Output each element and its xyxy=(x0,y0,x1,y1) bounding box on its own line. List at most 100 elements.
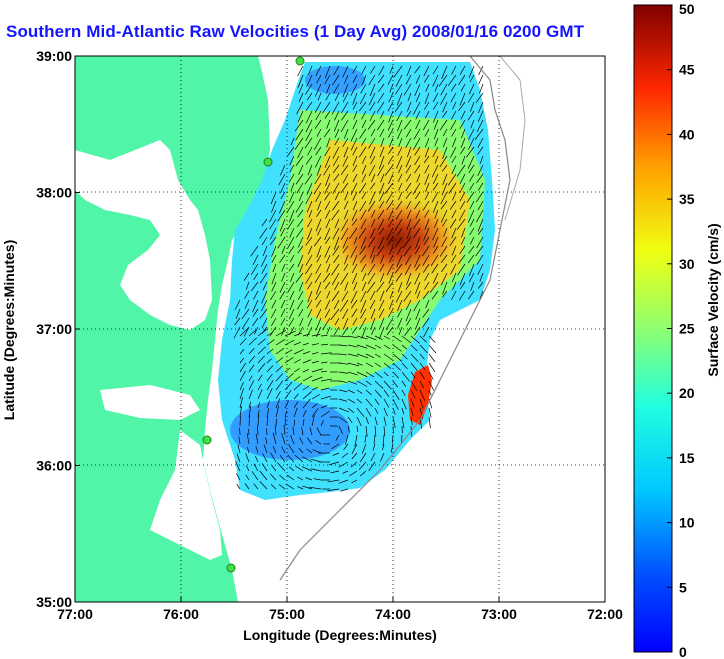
velocity-arrow xyxy=(293,341,302,346)
velocity-arrow xyxy=(338,479,349,484)
velocity-arrow xyxy=(307,317,313,327)
velocity-arrow xyxy=(451,272,457,283)
velocity-arrow xyxy=(383,380,392,390)
velocity-arrow xyxy=(386,227,394,241)
velocity-arrow xyxy=(305,101,313,111)
velocity-arrow xyxy=(395,200,403,210)
velocity-arrow xyxy=(275,390,281,400)
velocity-arrow xyxy=(347,380,358,385)
velocity-arrow xyxy=(257,355,265,364)
velocity-arrow xyxy=(307,290,313,303)
velocity-arrow xyxy=(353,110,358,120)
colorbar-tick-label: 15 xyxy=(679,450,695,466)
velocity-arrow xyxy=(356,389,363,394)
velocity-arrow xyxy=(340,488,349,492)
velocity-arrow xyxy=(384,164,394,176)
velocity-arrow xyxy=(271,317,277,327)
velocity-arrow xyxy=(325,254,331,264)
velocity-arrow xyxy=(371,218,376,228)
velocity-arrow xyxy=(270,308,277,319)
velocity-arrow xyxy=(372,443,376,451)
velocity-arrow xyxy=(380,272,385,283)
velocity-arrow xyxy=(387,236,394,246)
velocity-arrow xyxy=(396,254,403,268)
colorbar-tick-label: 0 xyxy=(679,644,687,659)
velocity-arrow xyxy=(383,425,386,436)
velocity-arrow xyxy=(370,290,376,301)
velocity-arrow xyxy=(351,209,358,221)
velocity-arrow xyxy=(477,146,484,155)
velocity-arrow xyxy=(367,263,376,276)
velocity-arrow xyxy=(476,119,484,133)
velocity-arrow xyxy=(424,110,430,119)
velocity-arrow xyxy=(305,155,313,165)
velocity-arrow xyxy=(257,402,261,409)
velocity-arrow xyxy=(365,371,375,378)
velocity-arrow xyxy=(331,272,340,286)
green-circle-icon xyxy=(202,435,212,445)
velocity-arrow xyxy=(290,435,295,445)
velocity-arrow xyxy=(441,290,448,298)
velocity-arrow xyxy=(374,407,379,415)
velocity-arrow xyxy=(440,191,448,205)
velocity-arrow xyxy=(450,146,457,158)
velocity-arrow xyxy=(392,371,399,379)
velocity-arrow xyxy=(405,137,412,148)
velocity-arrow xyxy=(332,146,340,159)
velocity-arrow xyxy=(280,164,286,176)
velocity-arrow xyxy=(379,128,385,138)
velocity-arrow xyxy=(397,245,403,255)
velocity-arrow xyxy=(248,389,253,400)
velocity-arrow xyxy=(456,218,466,230)
velocity-arrow xyxy=(414,83,421,97)
lon-tick-label: 75:00 xyxy=(269,606,305,622)
velocity-arrow xyxy=(248,337,257,346)
velocity-arrow xyxy=(470,101,475,112)
velocity-arrow xyxy=(305,191,313,205)
velocity-arrow xyxy=(341,452,349,459)
velocity-arrow xyxy=(401,434,403,444)
lat-tick-label: 37:00 xyxy=(36,321,72,337)
velocity-arrow xyxy=(392,416,396,429)
velocity-arrow xyxy=(301,466,313,472)
velocity-arrow xyxy=(306,448,313,454)
velocity-arrow xyxy=(315,281,322,295)
velocity-arrow xyxy=(365,398,373,407)
velocity-arrow xyxy=(378,65,385,76)
velocity-arrow xyxy=(374,416,378,426)
velocity-arrow xyxy=(387,74,394,85)
velocity-arrow xyxy=(360,290,367,303)
velocity-arrow xyxy=(326,137,331,148)
velocity-arrow xyxy=(397,281,403,293)
velocity-arrow xyxy=(370,155,376,165)
velocity-arrow xyxy=(340,164,349,175)
velocity-arrow xyxy=(316,245,322,258)
velocity-arrow xyxy=(306,437,313,445)
velocity-arrow xyxy=(383,398,390,408)
velocity-arrow xyxy=(262,453,268,463)
velocity-arrow xyxy=(257,414,260,427)
velocity-arrow xyxy=(344,128,349,139)
velocity-arrow xyxy=(275,329,287,337)
velocity-arrow xyxy=(407,92,412,101)
velocity-arrow xyxy=(315,110,322,121)
velocity-arrow xyxy=(341,101,349,114)
velocity-arrow xyxy=(441,164,448,172)
velocity-arrow xyxy=(378,83,385,93)
velocity-arrow xyxy=(248,375,253,382)
velocity-arrow xyxy=(414,254,421,268)
velocity-arrow xyxy=(244,483,250,490)
velocity-arrow xyxy=(271,465,277,472)
velocity-arrow xyxy=(403,83,412,96)
velocity-arrow xyxy=(338,362,349,365)
velocity-arrow xyxy=(239,357,244,364)
velocity-arrow xyxy=(284,339,295,346)
velocity-arrow xyxy=(362,272,367,282)
velocity-arrow xyxy=(439,245,448,257)
velocity-arrow xyxy=(476,209,484,223)
velocity-arrow xyxy=(251,471,259,481)
velocity-arrow xyxy=(414,65,421,74)
velocity-arrow xyxy=(305,477,313,481)
velocity-arrow xyxy=(271,281,277,292)
velocity-arrow xyxy=(476,173,484,184)
